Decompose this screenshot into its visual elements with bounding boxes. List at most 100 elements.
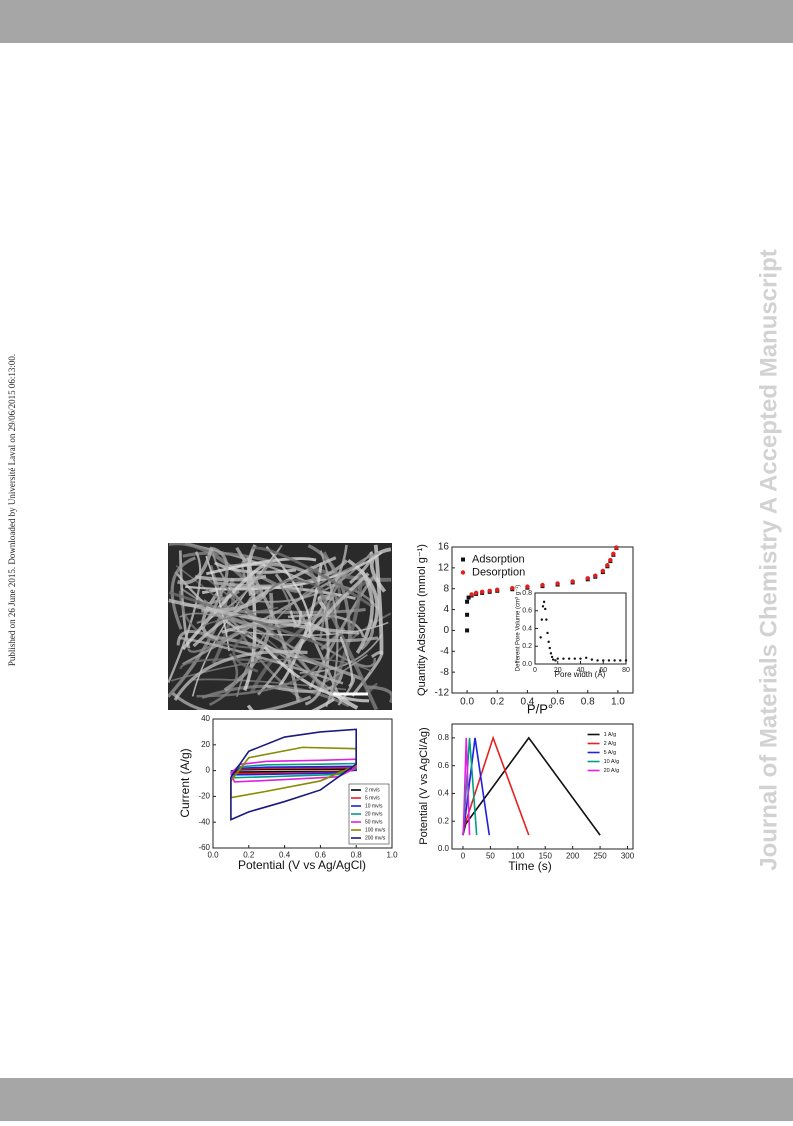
x-axis-label: Potential (V vs Ag/AgCl) [238, 858, 366, 872]
point [473, 590, 479, 596]
fiber [319, 551, 379, 640]
y-tick-label: 0 [206, 766, 211, 775]
fiber [206, 557, 317, 576]
x-tick-label: 0.4 [520, 697, 534, 708]
x-tick-label: 60 [599, 667, 607, 674]
plot-frame [451, 546, 634, 694]
side-note: Published on 26 June 2015. Downloaded by… [7, 354, 17, 666]
y-tick-label: 16 [438, 542, 450, 553]
point [546, 631, 549, 635]
fiber [214, 559, 349, 588]
y-tick-label: 0.8 [438, 733, 450, 742]
point [495, 587, 500, 592]
point [573, 657, 577, 660]
y-tick-label: 0.4 [438, 789, 450, 798]
fiber [170, 556, 196, 630]
fiber [179, 612, 297, 650]
y-tick-label: 40 [201, 714, 210, 723]
point [469, 592, 474, 597]
fiber [185, 551, 383, 591]
y-tick-label: -12 [435, 688, 450, 699]
legend-label: 10 mv/s [365, 803, 383, 809]
legend-label: Adsorption [472, 553, 525, 565]
fiber [181, 563, 267, 651]
point [545, 618, 548, 621]
x-tick-label: 0.8 [581, 697, 595, 708]
fiber [263, 645, 370, 703]
x-tick-label: 20 [554, 667, 562, 674]
point [548, 646, 551, 650]
legend-marker [461, 557, 465, 562]
series-line [462, 737, 471, 836]
fiber [264, 579, 326, 596]
fiber [365, 685, 392, 704]
series-line [230, 746, 358, 799]
point [596, 659, 599, 662]
point [465, 612, 470, 617]
watermark: Journal of Materials Chemistry A Accepte… [755, 249, 782, 870]
point [567, 657, 571, 660]
point [602, 659, 605, 662]
plot-frame [534, 592, 627, 665]
point [550, 655, 554, 659]
point [593, 573, 598, 578]
fiber [168, 598, 359, 635]
legend-label: 2 mv/s [365, 787, 380, 793]
fiber [229, 621, 389, 637]
fiber [307, 568, 379, 710]
fiber [201, 546, 229, 630]
fiber [191, 547, 281, 697]
footer-bar [0, 1078, 793, 1121]
x-tick-label: 0.4 [279, 850, 291, 859]
fiber [304, 607, 330, 706]
fiber [171, 692, 312, 710]
point [479, 589, 485, 595]
x-tick-label: 0.0 [460, 697, 474, 708]
legend-marker [460, 570, 466, 575]
x-tick-label: 1.0 [386, 850, 398, 859]
y-tick-label: 0.2 [438, 816, 450, 825]
point [544, 607, 547, 611]
sem-image [168, 543, 392, 710]
y-tick-label: 0.2 [522, 643, 532, 650]
point [614, 545, 619, 550]
x-tick-label: 0.6 [315, 850, 327, 859]
x-tick-label: 0.2 [490, 697, 504, 708]
fiber [311, 638, 376, 668]
y-tick-label: 12 [438, 562, 450, 573]
fiber [168, 551, 202, 684]
point [540, 618, 544, 621]
y-tick-label: -8 [440, 667, 449, 678]
fiber [202, 606, 278, 627]
x-tick-label: 0.2 [243, 850, 255, 859]
point [549, 652, 553, 655]
x-axis-label: Pore width (Å) [555, 670, 606, 679]
point [487, 588, 492, 593]
fiber [293, 572, 370, 653]
point [552, 658, 555, 661]
x-tick-label: 300 [621, 851, 635, 860]
point [465, 599, 470, 604]
legend-label: 5 mv/s [365, 795, 380, 801]
y-axis-label: Defferent Pore Volume (cm³ g⁻¹) [516, 585, 522, 671]
y-tick-label: 8 [443, 583, 449, 594]
x-tick-label: 0.6 [551, 697, 565, 708]
x-tick-label: 40 [577, 667, 585, 674]
x-tick-label: 250 [593, 851, 607, 860]
fiber [257, 544, 348, 696]
legend-label: 5 A/g [604, 750, 617, 756]
x-tick-label: 1.0 [611, 697, 625, 708]
point [624, 659, 628, 662]
fiber [326, 583, 380, 611]
fiber [351, 650, 384, 697]
plot-frame [451, 723, 634, 850]
point [619, 659, 622, 662]
fiber [319, 550, 339, 708]
point [600, 568, 606, 574]
fiber [205, 555, 230, 652]
fiber [308, 565, 392, 582]
fiber [232, 631, 259, 673]
fiber [373, 544, 384, 655]
